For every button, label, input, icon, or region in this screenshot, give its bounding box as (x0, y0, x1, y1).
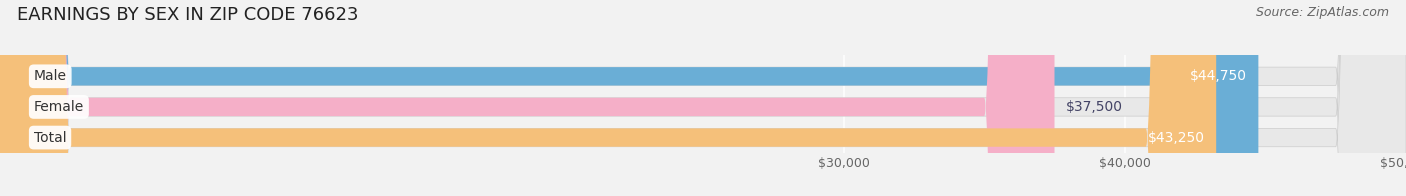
Text: EARNINGS BY SEX IN ZIP CODE 76623: EARNINGS BY SEX IN ZIP CODE 76623 (17, 6, 359, 24)
FancyBboxPatch shape (0, 0, 1258, 196)
Text: $44,750: $44,750 (1189, 69, 1247, 83)
Text: Total: Total (34, 131, 66, 145)
FancyBboxPatch shape (0, 0, 1054, 196)
FancyBboxPatch shape (0, 0, 1216, 196)
Text: Female: Female (34, 100, 84, 114)
Text: $43,250: $43,250 (1147, 131, 1205, 145)
Text: $37,500: $37,500 (1066, 100, 1123, 114)
Text: Male: Male (34, 69, 66, 83)
Text: Source: ZipAtlas.com: Source: ZipAtlas.com (1256, 6, 1389, 19)
